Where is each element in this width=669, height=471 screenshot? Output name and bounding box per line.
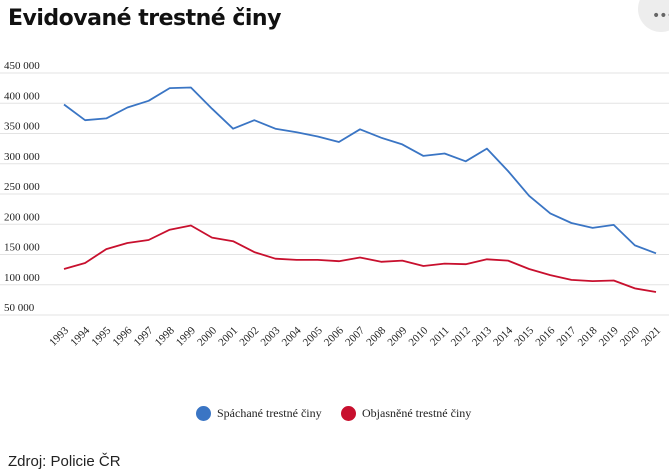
x-tick-label: 2015 xyxy=(512,324,536,348)
more-dots-icon: ••• xyxy=(652,8,669,24)
legend-label-solved: Objasněné trestné činy xyxy=(362,406,472,420)
x-tick-label: 2013 xyxy=(470,324,494,348)
x-tick-label: 2020 xyxy=(618,324,642,348)
x-tick-label: 2017 xyxy=(555,324,579,348)
x-tick-label: 1999 xyxy=(174,324,198,348)
x-tick-label: 2000 xyxy=(195,324,219,348)
legend-item-committed[interactable]: Spáchané trestné činy xyxy=(196,406,322,421)
x-tick-label: 2003 xyxy=(259,324,283,348)
x-tick-label: 1994 xyxy=(68,324,92,348)
y-tick-label: 350 000 xyxy=(4,121,40,133)
x-tick-label: 2005 xyxy=(301,324,325,348)
x-tick-label: 2011 xyxy=(428,325,452,349)
y-tick-label: 100 000 xyxy=(4,272,40,284)
legend-marker-committed xyxy=(196,406,211,421)
x-tick-label: 1993 xyxy=(47,324,71,348)
chart-title: Evidované trestné činy xyxy=(8,6,281,31)
x-tick-label: 1996 xyxy=(111,324,135,348)
y-tick-label: 250 000 xyxy=(4,181,40,193)
legend-marker-solved xyxy=(341,406,356,421)
y-tick-label: 400 000 xyxy=(4,90,40,102)
line-chart: 50 000 100 000 150 000 200 000 250 000 300 00… xyxy=(0,60,669,349)
x-tick-label: 2001 xyxy=(216,325,240,349)
y-tick-label: 450 000 xyxy=(4,60,40,72)
x-tick-label: 2014 xyxy=(491,324,515,348)
x-tick-label: 2012 xyxy=(449,325,473,349)
x-tick-label: 2010 xyxy=(407,324,431,348)
source-note: Zdroj: Policie ČR xyxy=(8,453,121,470)
x-tick-label: 2018 xyxy=(576,324,600,348)
x-tick-label: 2019 xyxy=(597,324,621,348)
y-tick-label: 150 000 xyxy=(4,242,40,254)
x-tick-label: 1998 xyxy=(153,324,177,348)
chart-legend: Spáchané trestné činy Objasněné trestné … xyxy=(0,406,669,426)
x-tick-label: 2016 xyxy=(533,324,557,348)
x-tick-label: 2008 xyxy=(364,324,388,348)
y-tick-label: 300 000 xyxy=(4,151,40,163)
x-tick-label: 2009 xyxy=(385,324,409,348)
y-tick-label: 50 000 xyxy=(4,302,35,314)
legend-item-solved[interactable]: Objasněné trestné činy xyxy=(341,406,471,421)
series-line-1 xyxy=(63,224,657,293)
x-tick-label: 2007 xyxy=(343,324,367,348)
x-tick-label: 1997 xyxy=(132,324,156,348)
series-line-0 xyxy=(63,86,657,255)
x-tick-label: 1995 xyxy=(89,324,113,348)
x-tick-label: 2006 xyxy=(322,324,346,348)
y-tick-label: 200 000 xyxy=(4,211,40,223)
legend-label-committed: Spáchané trestné činy xyxy=(217,406,322,420)
x-tick-label: 2021 xyxy=(639,325,663,349)
x-tick-label: 2002 xyxy=(237,325,261,349)
x-tick-label: 2004 xyxy=(280,324,304,348)
